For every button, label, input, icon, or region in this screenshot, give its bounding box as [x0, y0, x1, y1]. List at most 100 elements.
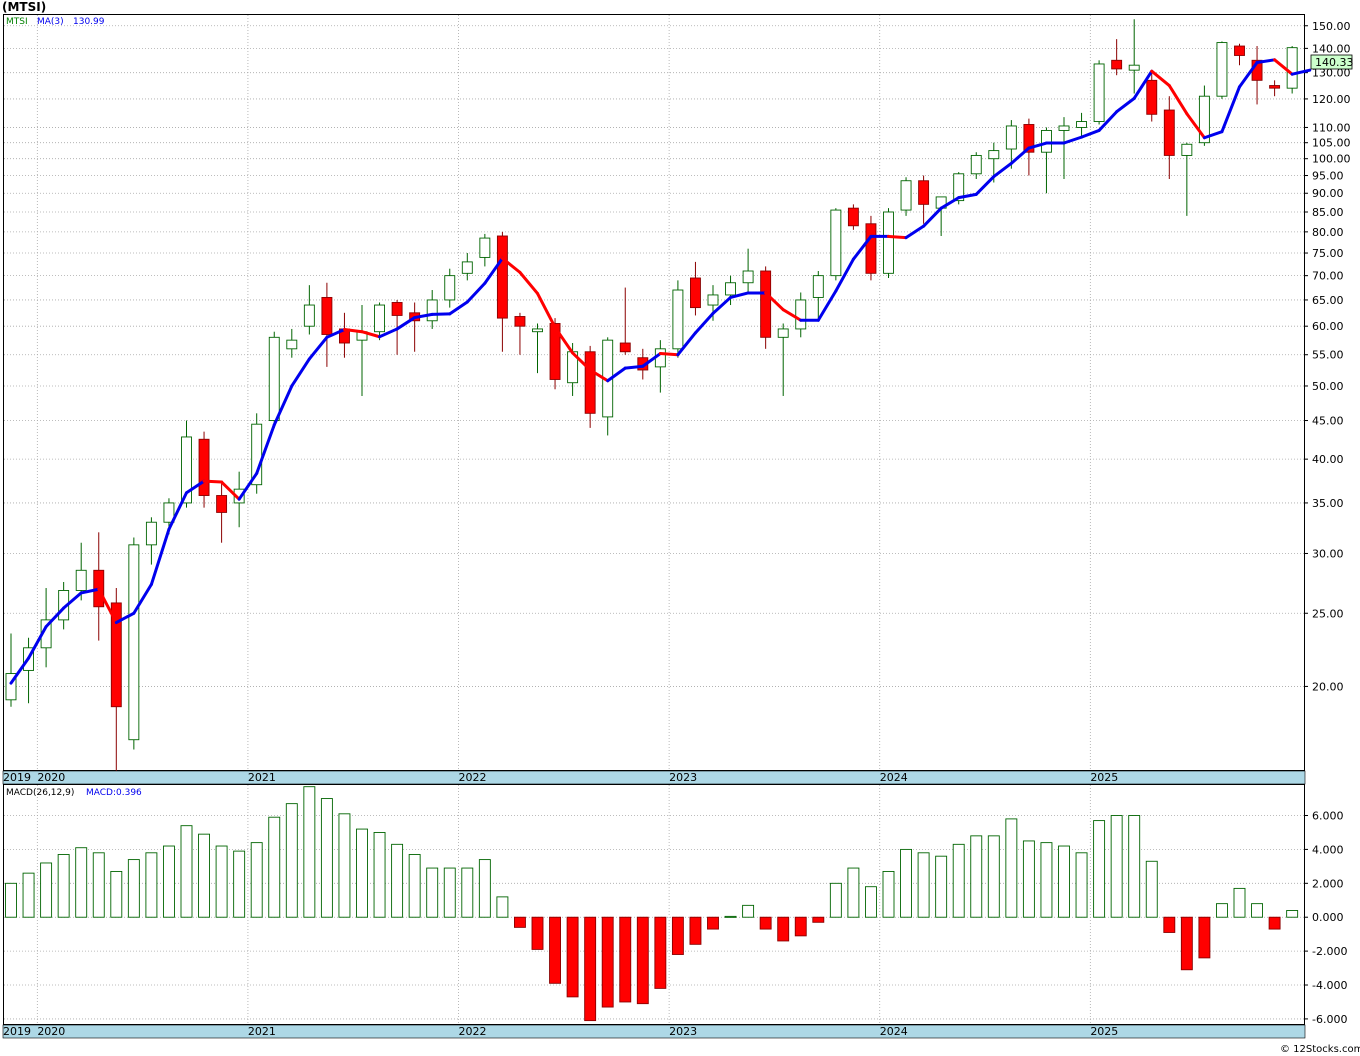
macd-bar: [198, 833, 211, 918]
candle-body: [321, 296, 333, 335]
candle: [1234, 43, 1245, 66]
ma-segment: [272, 384, 294, 427]
candle-body: [110, 602, 122, 708]
ma-segment: [729, 291, 750, 299]
candle: [251, 413, 263, 494]
candle: [216, 482, 228, 543]
ma-segment: [237, 471, 259, 501]
candle: [1128, 19, 1140, 94]
ma-segment: [1185, 112, 1206, 140]
candle-body: [619, 342, 631, 353]
price-tick-label: 85.00: [1312, 206, 1344, 219]
ma-segment: [922, 206, 943, 228]
candle-body: [461, 261, 473, 274]
macd-bar: [935, 855, 948, 918]
candle-body: [1128, 64, 1140, 71]
ma-segment: [132, 582, 153, 615]
candle-body: [1163, 109, 1175, 156]
candle-body: [847, 207, 859, 227]
ma-segment: [588, 368, 610, 383]
candle-body: [198, 438, 210, 496]
ma-segment: [167, 491, 188, 531]
macd-bar: [1128, 815, 1141, 918]
macd-tick-label: 0.000: [1312, 911, 1344, 924]
candle: [1216, 41, 1228, 99]
candle-body: [1269, 85, 1281, 89]
candle-body: [374, 304, 385, 333]
candle-body: [549, 323, 561, 380]
price-tick-label: 75.00: [1312, 247, 1344, 260]
macd-bar: [461, 867, 474, 918]
legend-ma-label: MA(3): [37, 17, 64, 27]
date-axis-bottom: 2019 2020 2021 2022 2023 2024 2025: [3, 1025, 1118, 1038]
year-label: 2019: [3, 771, 31, 784]
price-tick-label: 90.00: [1312, 187, 1344, 200]
macd-bar: [391, 843, 404, 918]
macd-bar: [320, 798, 333, 918]
candle: [900, 177, 912, 216]
ma-segment: [553, 325, 575, 355]
ma-segment: [1202, 130, 1224, 140]
price-tick-label: 105.00: [1312, 137, 1351, 150]
price-tick-label: 70.00: [1312, 270, 1344, 283]
macd-bar: [724, 915, 737, 918]
ma-segment: [1290, 68, 1312, 76]
ma-segment: [9, 656, 31, 685]
candle: [795, 292, 807, 338]
candle-body: [514, 316, 526, 327]
macd-bar: [601, 916, 614, 1008]
macd-bar: [1145, 860, 1158, 918]
macd-tick-label: -6.000: [1312, 1013, 1347, 1026]
macd-bar: [900, 848, 912, 918]
year-label: 2024: [880, 771, 908, 784]
macd-bar: [829, 882, 842, 918]
macd-bar: [250, 842, 263, 918]
candle: [812, 271, 824, 319]
candle: [198, 431, 210, 508]
price-tick-label: 150.00: [1312, 20, 1351, 33]
price-tick-label: 140.00: [1312, 42, 1351, 55]
ma-segment: [1167, 84, 1189, 116]
price-tick-label: 40.00: [1312, 453, 1344, 466]
macd-tick-label: -2.000: [1312, 945, 1347, 958]
ma-segment: [27, 625, 48, 660]
macd-bar: [1286, 910, 1299, 918]
macd-bar: [57, 854, 70, 918]
candle-body: [1023, 124, 1035, 153]
ma-segment: [220, 480, 241, 501]
macd-bar: [268, 816, 281, 918]
candle-body: [988, 150, 1000, 160]
ma-segment: [202, 479, 224, 484]
ma-segment: [307, 335, 329, 361]
macd-bar: [1251, 903, 1264, 918]
macd-bar: [794, 916, 807, 937]
candle: [1093, 60, 1105, 125]
macd-y-axis: 6.000 4.000 2.000 0.000 -2.000 -4.000 -6.000: [1304, 810, 1347, 1026]
legend-symbol: MTSI: [6, 17, 28, 27]
candle: [690, 261, 701, 316]
candle: [1005, 120, 1017, 169]
ma-segment: [992, 161, 1013, 179]
price-tick-label: 30.00: [1312, 547, 1344, 560]
ma-segment: [834, 257, 855, 293]
candle: [532, 323, 543, 374]
price-tick-label: 120.00: [1312, 93, 1351, 106]
legend-ma-value: 130.99: [73, 17, 105, 27]
candle: [286, 328, 298, 358]
candle-body: [181, 436, 192, 504]
ma-segment: [483, 256, 504, 285]
candle-body: [777, 328, 789, 338]
ma-segment: [360, 330, 382, 339]
candle: [847, 204, 859, 230]
candle-body: [725, 282, 736, 296]
moving-average-line: [9, 58, 1312, 685]
ma-segment: [658, 352, 680, 357]
candle: [725, 275, 736, 306]
macd-bar: [373, 832, 386, 918]
price-tick-label: 45.00: [1312, 415, 1344, 428]
macd-bar: [970, 835, 983, 918]
macd-bar: [408, 854, 421, 918]
macd-bar: [812, 916, 825, 923]
candle: [128, 537, 140, 750]
